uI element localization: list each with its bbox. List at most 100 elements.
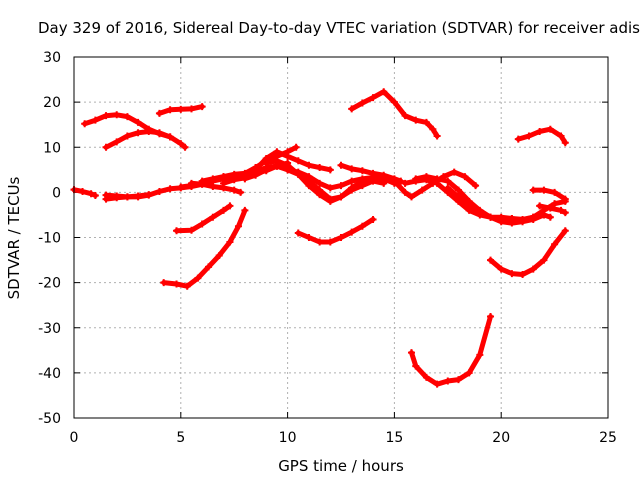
data-point <box>134 192 142 200</box>
data-point <box>284 161 292 169</box>
data-point <box>433 132 441 140</box>
data-point <box>540 186 548 194</box>
data-point <box>422 118 430 126</box>
data-point <box>209 175 217 183</box>
data-point <box>316 191 324 199</box>
data-point <box>536 127 544 135</box>
data-point <box>412 175 420 183</box>
data-point <box>529 265 537 273</box>
data-point <box>380 171 388 179</box>
data-point <box>326 197 334 205</box>
data-point <box>487 256 495 264</box>
data-point <box>226 202 234 210</box>
data-point <box>284 152 292 160</box>
plot-frame <box>73 56 609 419</box>
data-point <box>519 218 527 226</box>
data-point <box>273 157 281 165</box>
data-series <box>70 88 569 388</box>
data-point <box>551 200 559 208</box>
data-point <box>205 263 213 271</box>
data-point <box>177 183 185 191</box>
data-point <box>561 139 569 147</box>
data-point <box>433 380 441 388</box>
data-point <box>551 188 559 196</box>
data-point <box>198 103 206 111</box>
y-tick-label: 10 <box>43 140 61 156</box>
data-point <box>87 190 95 198</box>
data-point <box>557 132 565 140</box>
data-point <box>337 234 345 241</box>
data-point <box>134 129 142 137</box>
data-point <box>476 209 484 217</box>
data-point <box>390 98 398 106</box>
data-point <box>369 215 377 223</box>
data-point <box>166 106 174 114</box>
series-arc-20 <box>445 185 547 226</box>
data-point <box>401 112 409 120</box>
data-point <box>316 238 324 246</box>
data-point <box>508 219 516 227</box>
y-tick-label: -10 <box>38 231 61 247</box>
data-point <box>358 177 366 185</box>
data-point <box>145 191 153 199</box>
data-point <box>418 186 426 194</box>
data-point <box>220 173 228 181</box>
data-point <box>262 166 270 174</box>
y-tick-label: -20 <box>38 276 61 292</box>
chart-title: Day 329 of 2016, Sidereal Day-to-day VTE… <box>38 19 640 37</box>
data-point <box>348 105 356 113</box>
series-arc-17 <box>349 89 440 139</box>
data-point <box>177 140 185 148</box>
data-point <box>476 351 484 359</box>
data-point <box>450 168 458 176</box>
data-point <box>401 188 409 196</box>
data-point <box>536 202 544 210</box>
data-point <box>422 373 430 381</box>
x-tick-label: 15 <box>385 430 403 446</box>
data-point <box>305 182 313 190</box>
data-point <box>305 234 313 241</box>
data-point <box>305 161 313 169</box>
data-point <box>145 127 153 135</box>
data-point <box>561 227 569 235</box>
data-point <box>407 349 415 357</box>
data-point <box>215 252 223 260</box>
data-point <box>380 88 388 96</box>
data-point <box>220 206 228 214</box>
data-point <box>123 113 131 121</box>
data-point <box>241 175 249 183</box>
data-point <box>514 135 522 143</box>
data-point <box>305 173 313 181</box>
data-point <box>194 274 202 282</box>
data-point <box>508 270 516 278</box>
data-point <box>198 180 206 188</box>
data-point <box>465 369 473 377</box>
data-point <box>369 94 377 102</box>
data-point <box>358 167 366 175</box>
series-arc-22 <box>537 203 568 216</box>
data-point <box>407 193 415 201</box>
data-point <box>557 206 565 214</box>
data-point <box>294 229 302 237</box>
data-point <box>183 282 191 290</box>
data-point <box>123 193 131 201</box>
x-tick-label: 25 <box>599 430 617 446</box>
data-point <box>397 177 405 185</box>
data-point <box>79 187 87 195</box>
axis-ticks: 0 5 10 15 20 25 -50 -40 -30 -20 -10 0 10 20 30 <box>38 50 617 446</box>
data-point <box>160 279 168 287</box>
y-tick-label: 20 <box>43 95 61 111</box>
data-point <box>337 193 345 201</box>
data-point <box>166 133 174 141</box>
data-point <box>113 138 121 146</box>
data-point <box>487 312 495 320</box>
data-point <box>234 222 242 230</box>
data-point <box>348 177 356 185</box>
data-point <box>252 171 260 179</box>
y-tick-label: -40 <box>38 366 61 382</box>
series-arc-21 <box>530 187 568 202</box>
x-axis-label: GPS time / hours <box>278 457 404 475</box>
data-point <box>273 148 281 156</box>
data-point <box>91 192 99 200</box>
data-point <box>454 193 462 201</box>
